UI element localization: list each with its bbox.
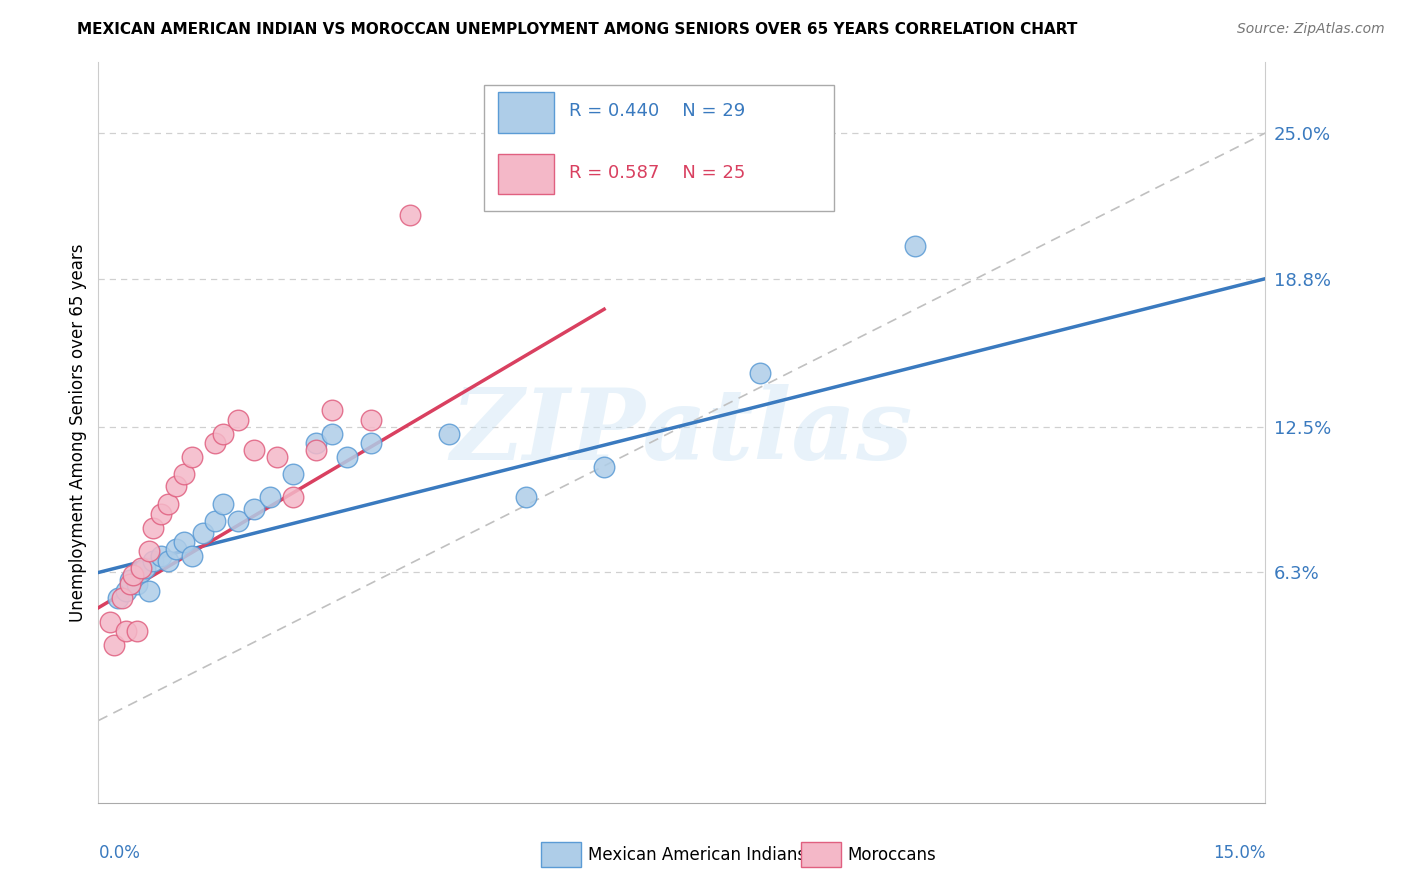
Point	[904, 239, 927, 253]
FancyBboxPatch shape	[498, 153, 554, 194]
Point	[127, 624, 149, 639]
Text: ZIPatlas: ZIPatlas	[451, 384, 912, 481]
Point	[228, 514, 250, 528]
Point	[204, 436, 226, 450]
Text: Source: ZipAtlas.com: Source: ZipAtlas.com	[1237, 22, 1385, 37]
Point	[193, 525, 215, 540]
Point	[305, 443, 328, 458]
Point	[129, 566, 152, 580]
Point	[321, 426, 343, 441]
Point	[157, 497, 180, 511]
Point	[114, 624, 136, 639]
Point	[281, 467, 304, 481]
Point	[212, 426, 235, 441]
Text: R = 0.587    N = 25: R = 0.587 N = 25	[568, 164, 745, 183]
Point	[114, 584, 136, 599]
Point	[360, 436, 382, 450]
Point	[180, 450, 202, 465]
Point	[173, 535, 195, 549]
Point	[142, 521, 165, 535]
Point	[157, 554, 180, 568]
Point	[266, 450, 288, 465]
Point	[129, 561, 152, 575]
Point	[142, 554, 165, 568]
Point	[243, 502, 266, 516]
Point	[259, 490, 281, 504]
Point	[398, 208, 420, 222]
Point	[122, 567, 145, 582]
Point	[134, 561, 156, 575]
Text: 0.0%: 0.0%	[98, 844, 141, 862]
Point	[336, 450, 359, 465]
Point	[118, 577, 141, 591]
Point	[748, 366, 770, 380]
Point	[165, 541, 187, 556]
FancyBboxPatch shape	[498, 92, 554, 133]
Text: 15.0%: 15.0%	[1213, 844, 1265, 862]
Point	[180, 549, 202, 563]
Point	[593, 459, 616, 474]
Point	[149, 549, 172, 563]
Point	[165, 478, 187, 492]
Point	[103, 638, 125, 652]
Point	[321, 403, 343, 417]
Point	[138, 544, 160, 558]
Point	[204, 514, 226, 528]
Point	[360, 413, 382, 427]
Point	[228, 413, 250, 427]
Point	[118, 573, 141, 587]
Point	[305, 436, 328, 450]
Text: Mexican American Indians: Mexican American Indians	[588, 846, 806, 863]
Point	[98, 615, 121, 629]
FancyBboxPatch shape	[484, 85, 834, 211]
Point	[138, 584, 160, 599]
Point	[437, 426, 460, 441]
Point	[515, 490, 537, 504]
Point	[107, 591, 129, 606]
Point	[127, 577, 149, 591]
Point	[173, 467, 195, 481]
Text: Moroccans: Moroccans	[848, 846, 936, 863]
Point	[111, 591, 134, 606]
Point	[281, 490, 304, 504]
Point	[212, 497, 235, 511]
Point	[149, 507, 172, 521]
Text: MEXICAN AMERICAN INDIAN VS MOROCCAN UNEMPLOYMENT AMONG SENIORS OVER 65 YEARS COR: MEXICAN AMERICAN INDIAN VS MOROCCAN UNEM…	[77, 22, 1078, 37]
Y-axis label: Unemployment Among Seniors over 65 years: Unemployment Among Seniors over 65 years	[69, 244, 87, 622]
Text: R = 0.440    N = 29: R = 0.440 N = 29	[568, 103, 745, 120]
Point	[243, 443, 266, 458]
